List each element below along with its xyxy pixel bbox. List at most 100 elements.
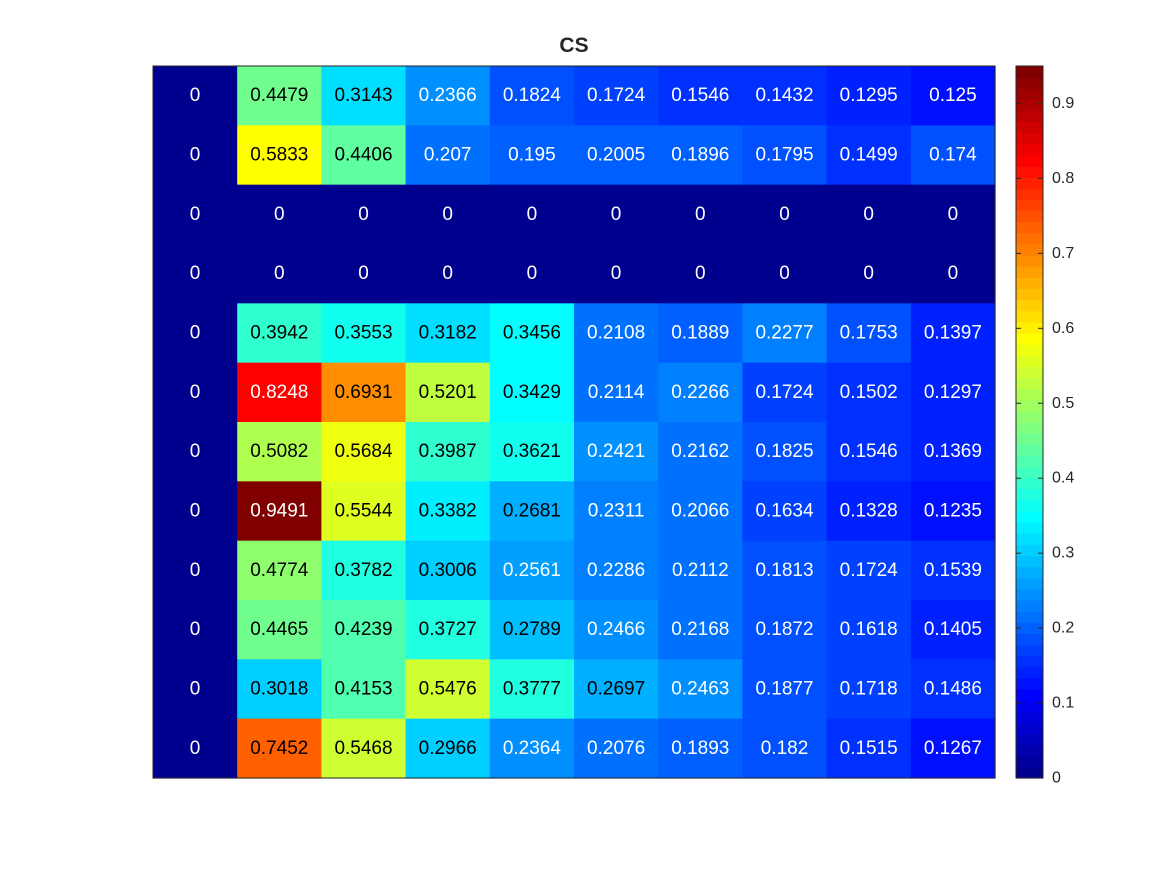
- heatmap-cell: [910, 481, 996, 542]
- cell-value-label: 0.4774: [250, 560, 309, 581]
- colorbar-tick-label: 0.7: [1052, 245, 1074, 262]
- cell-value-label: 0.182: [761, 738, 809, 759]
- cell-value-label: 0.5082: [250, 441, 308, 462]
- colorbar-segment: [1016, 655, 1043, 668]
- heatmap-cell: [153, 540, 238, 601]
- colorbar-segment: [1016, 299, 1043, 312]
- heatmap-cell: [153, 481, 238, 542]
- colorbar-segment: [1016, 188, 1043, 201]
- colorbar-segment: [1016, 555, 1043, 568]
- heatmap-cell: [910, 600, 996, 660]
- cell-value-label: 0: [779, 204, 790, 225]
- cell-value-label: 0.174: [929, 145, 977, 166]
- heatmap-cell: [237, 659, 322, 720]
- cell-value-label: 0.1539: [924, 560, 982, 581]
- cell-value-label: 0.2277: [755, 323, 813, 344]
- heatmap-cell: [910, 362, 996, 423]
- heatmap-cell: [574, 481, 659, 542]
- heatmap-cell: [658, 600, 743, 660]
- colorbar-segment: [1016, 644, 1043, 657]
- colorbar-segment: [1016, 366, 1043, 379]
- heatmap-cell: [405, 540, 491, 601]
- cell-value-label: 0: [358, 263, 369, 284]
- heatmap-cell: [489, 718, 575, 779]
- heatmap-cell: [153, 600, 238, 660]
- colorbar-segment: [1016, 310, 1043, 323]
- colorbar-segment: [1016, 488, 1043, 501]
- cell-value-label: 0.2162: [671, 441, 729, 462]
- colorbar-segment: [1016, 633, 1043, 646]
- colorbar-segment: [1016, 333, 1043, 345]
- heatmap-cell: [658, 540, 743, 601]
- heatmap-cell: [405, 362, 491, 423]
- cell-value-label: 0.6931: [334, 382, 392, 403]
- cell-value-label: 0: [948, 263, 959, 284]
- cell-value-label: 0.3456: [503, 323, 561, 344]
- cell-value-label: 0.2168: [671, 619, 729, 640]
- cell-value-label: 0.1896: [671, 145, 729, 166]
- heatmap-cell: [321, 303, 407, 364]
- heatmap-cell: [826, 540, 912, 601]
- heatmap-cell: [658, 659, 743, 720]
- heatmap-cell: [405, 244, 491, 304]
- cell-value-label: 0.1824: [503, 85, 562, 106]
- heatmap-cell: [910, 244, 996, 304]
- cell-value-label: 0.1893: [671, 738, 729, 759]
- colorbar-segment: [1016, 344, 1043, 356]
- cell-value-label: 0.5201: [419, 382, 477, 403]
- heatmap-cell: [658, 66, 743, 126]
- heatmap-cell: [153, 125, 238, 186]
- cell-value-label: 0.2114: [588, 382, 645, 403]
- colorbar-segment: [1016, 277, 1043, 290]
- cell-value-label: 0.2966: [419, 738, 477, 759]
- heatmap-cell: [658, 362, 743, 423]
- heatmap-cell: [742, 481, 828, 542]
- cell-value-label: 0.2266: [671, 382, 729, 403]
- heatmap-cell: [910, 66, 996, 126]
- cell-value-label: 0.3018: [250, 679, 308, 700]
- heatmap-cell: [574, 540, 659, 601]
- colorbar-segment: [1016, 611, 1043, 623]
- colorbar-segment: [1016, 166, 1043, 178]
- cell-value-label: 0.1328: [840, 501, 898, 522]
- heatmap-cell: [574, 184, 659, 245]
- colorbar-segment: [1016, 210, 1043, 223]
- colorbar-segment: [1016, 399, 1043, 412]
- colorbar-segment: [1016, 321, 1043, 334]
- cell-value-label: 0.1877: [755, 679, 813, 700]
- cell-value-label: 0.3987: [419, 441, 477, 462]
- heatmap-cell: [153, 184, 238, 245]
- colorbar-segment: [1016, 143, 1043, 156]
- heatmap-cell: [321, 481, 407, 542]
- heatmap-cell: [742, 540, 828, 601]
- colorbar-segment: [1016, 588, 1043, 601]
- cell-value-label: 0.1295: [840, 85, 898, 106]
- cell-value-label: 0: [611, 263, 622, 284]
- colorbar-tick-label: 0.8: [1052, 170, 1074, 187]
- cell-value-label: 0: [190, 263, 201, 284]
- cell-value-label: 0.2463: [671, 679, 729, 700]
- cell-value-label: 0: [190, 85, 201, 106]
- colorbar-segment: [1016, 66, 1043, 78]
- heatmap-cell: [489, 600, 575, 660]
- heatmap-cell: [574, 600, 659, 660]
- colorbar-segment: [1016, 444, 1043, 456]
- cell-value-label: 0.2697: [587, 679, 645, 700]
- cell-value-label: 0.5684: [334, 441, 393, 462]
- heatmap-cell: [658, 481, 743, 542]
- cell-value-label: 0.3782: [334, 560, 392, 581]
- cell-value-label: 0.1405: [924, 619, 982, 640]
- colorbar-segment: [1016, 744, 1043, 757]
- cell-value-label: 0.1546: [671, 85, 729, 106]
- heatmap-border: [152, 65, 996, 779]
- heatmap-cell: [742, 600, 828, 660]
- cell-value-label: 0.2681: [503, 501, 561, 522]
- cell-value-label: 0.1753: [840, 323, 898, 344]
- colorbar-tick-label: 0.6: [1052, 320, 1074, 337]
- heatmap-cell: [574, 718, 659, 779]
- cell-value-label: 0.1724: [755, 382, 814, 403]
- colorbar-tick-label: 0.4: [1052, 470, 1074, 487]
- heatmap-cell: [237, 303, 322, 364]
- heatmap-cell: [405, 600, 491, 660]
